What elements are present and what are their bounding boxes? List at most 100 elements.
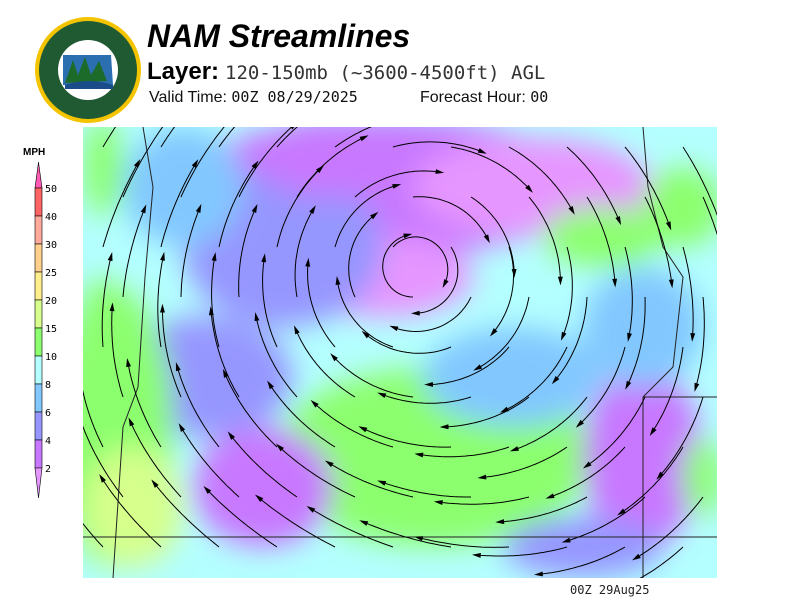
streamline-arrowhead	[665, 221, 672, 231]
colorbar-unit: MPH	[23, 147, 45, 158]
streamline	[621, 446, 684, 513]
streamline	[180, 127, 225, 198]
wind-speed-region	[643, 167, 717, 247]
colorbar-segment	[34, 187, 43, 217]
streamline-arrowhead	[534, 571, 544, 577]
streamline	[382, 234, 414, 298]
streamline-arrowhead	[290, 127, 295, 130]
colorbar-segment	[34, 411, 43, 441]
streamline-arrowhead	[255, 494, 264, 503]
streamline	[269, 385, 336, 448]
valid-time: Valid Time: 00Z 08/29/2025	[149, 88, 358, 107]
streamline-arrowhead	[324, 460, 334, 468]
streamline	[382, 394, 472, 404]
colorbar-tick-label: 4	[45, 436, 51, 447]
streamline-arrowhead	[305, 257, 311, 267]
streamline-arrowhead	[477, 148, 487, 154]
streamline-arrowhead	[377, 392, 387, 399]
streamline	[230, 435, 298, 498]
streamline	[445, 396, 530, 428]
streamline	[238, 127, 293, 198]
streamline	[483, 446, 568, 478]
wind-speed-region	[423, 327, 603, 427]
streamline-arrowhead	[254, 312, 260, 322]
colorbar-segment	[34, 243, 43, 273]
streamline	[566, 146, 620, 220]
streamline	[218, 164, 256, 248]
streamline-arrowhead	[316, 165, 324, 174]
wind-speed-region	[83, 127, 123, 217]
wind-speed-region	[683, 437, 717, 517]
forecast-hour-value: 00	[530, 88, 549, 106]
streamline	[550, 446, 626, 498]
streamline	[420, 446, 510, 458]
streamline	[102, 163, 138, 248]
streamline	[478, 296, 530, 369]
streamline	[122, 209, 145, 298]
colorbar-tick-label: 6	[45, 408, 51, 419]
streamline-arrowhead	[208, 306, 214, 316]
valid-time-label: Valid Time:	[149, 89, 227, 106]
streamline	[101, 478, 162, 548]
streamline-arrowhead	[483, 234, 490, 244]
streamline	[365, 334, 452, 354]
streamline-arrowhead	[330, 353, 338, 362]
streamline-arrowhead	[500, 406, 509, 413]
streamline	[157, 257, 164, 348]
streamline-arrowhead	[306, 506, 316, 513]
streamline-arrowhead	[361, 330, 370, 339]
streamline-arrowhead	[439, 424, 449, 430]
streamline	[307, 263, 336, 348]
streamline-arrowhead	[222, 368, 229, 378]
streamline	[644, 196, 673, 283]
wind-speed-region	[193, 427, 333, 547]
streamline-arrowhead	[191, 159, 199, 168]
page-title: NAM Streamlines	[147, 18, 411, 54]
streamline	[555, 296, 588, 381]
streamline-arrowhead	[561, 537, 571, 543]
colorbar: MPH 50 40 30 25 20 15 10 8 6 4 2	[23, 147, 57, 499]
streamline-arrowhead	[495, 519, 505, 525]
colorbar-under-triangle	[34, 467, 43, 499]
streamline	[412, 196, 488, 239]
streamline	[101, 257, 112, 348]
streamline	[224, 373, 278, 448]
colorbar-tick-label: 2	[45, 464, 51, 475]
streamline	[394, 296, 472, 333]
streamline-arrowhead	[160, 251, 165, 261]
streamline-arrowhead	[615, 216, 622, 226]
streamline	[624, 246, 633, 337]
streamline-arrowhead	[472, 552, 481, 558]
streamline-arrowhead	[133, 158, 141, 168]
streamline-arrowhead	[140, 204, 147, 214]
forecast-hour-label: Forecast Hour:	[420, 89, 526, 106]
streamline	[311, 508, 394, 548]
streamline	[695, 296, 705, 387]
streamline-arrowhead	[582, 461, 592, 469]
streamline	[180, 209, 200, 298]
streamline-arrowhead	[631, 553, 641, 561]
streamline	[587, 396, 646, 466]
colorbar-segment	[34, 215, 43, 245]
streamline-arrowhead	[107, 252, 113, 262]
colorbar-tick-label: 20	[45, 296, 57, 307]
streamline-arrowhead	[370, 211, 379, 220]
wind-speed-region	[83, 277, 133, 437]
streamline	[579, 346, 626, 425]
streamline-arrowhead	[151, 479, 159, 488]
streamline-arrowhead	[309, 205, 316, 215]
streamline-arrowhead	[627, 332, 632, 342]
streamline-arrowhead	[649, 427, 657, 436]
colorbar-segment	[34, 299, 43, 329]
wind-speed-region	[83, 447, 183, 567]
colorbar-over-triangle	[34, 161, 43, 189]
streamline-arrowhead	[359, 135, 369, 142]
streamline-arrowhead	[359, 520, 369, 526]
streamline	[439, 496, 530, 505]
streamline-arrowhead	[477, 474, 487, 480]
streamline	[207, 489, 278, 548]
streamline-arrowhead	[575, 419, 584, 428]
streamline	[528, 196, 561, 280]
streamline-arrowhead	[612, 278, 618, 288]
streamline	[493, 246, 514, 333]
